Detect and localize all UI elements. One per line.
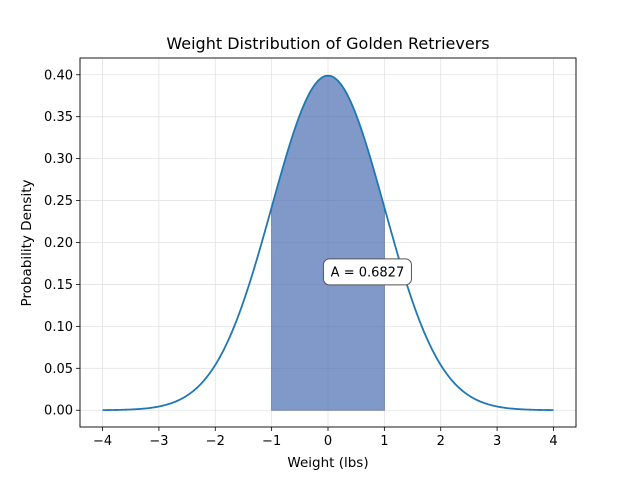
x-tick-label: 0 bbox=[324, 434, 332, 449]
y-tick-label: 0.35 bbox=[44, 110, 73, 125]
x-tick-label: 4 bbox=[549, 434, 557, 449]
x-tick-label: −4 bbox=[93, 434, 112, 449]
series-line bbox=[102, 74, 554, 412]
x-tick-label: 1 bbox=[380, 434, 388, 449]
y-tick-label: 0.05 bbox=[44, 362, 73, 377]
y-tick-label: 0.30 bbox=[44, 152, 73, 167]
series-layer bbox=[102, 74, 554, 412]
y-tick-label: 0.20 bbox=[44, 236, 73, 251]
y-tick-label: 0.00 bbox=[44, 404, 73, 419]
y-tick-label: 0.25 bbox=[44, 194, 73, 209]
x-tick-label: 3 bbox=[493, 434, 501, 449]
annotation-text: A = 0.6827 bbox=[331, 265, 405, 280]
y-axis-ticks: 0.00 0.05 0.10 0.15 0.20 0.25 0.30 0.35 0.40 bbox=[44, 68, 80, 419]
y-tick-label: 0.40 bbox=[44, 68, 73, 83]
y-tick-label: 0.10 bbox=[44, 320, 73, 335]
annotation-box bbox=[322, 258, 412, 286]
x-tick-label: 2 bbox=[437, 434, 445, 449]
x-tick-label: −3 bbox=[149, 434, 168, 449]
x-axis-label: Weight (lbs) bbox=[287, 455, 368, 471]
annotation: A = 0.6827 bbox=[322, 258, 412, 286]
x-tick-label: −1 bbox=[262, 434, 281, 449]
y-axis-label: Probability Density bbox=[19, 180, 35, 307]
chart-title: Weight Distribution of Golden Retrievers bbox=[166, 34, 489, 53]
x-axis-ticks: −4 −3 −2 −1 0 1 2 3 4 bbox=[93, 427, 558, 449]
x-tick-label: −2 bbox=[206, 434, 225, 449]
y-tick-label: 0.15 bbox=[44, 278, 73, 293]
